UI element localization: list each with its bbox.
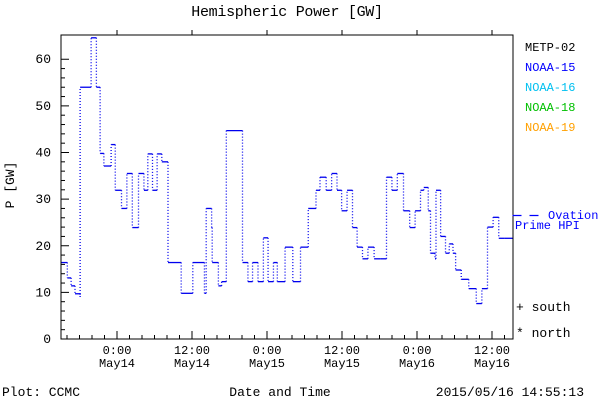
svg-text:May15: May15 xyxy=(324,357,360,371)
svg-text:* north: * north xyxy=(516,326,571,341)
svg-text:NOAA-15: NOAA-15 xyxy=(525,61,575,75)
svg-text:60: 60 xyxy=(35,52,51,67)
svg-text:0:00: 0:00 xyxy=(403,344,432,358)
svg-text:Prime HPI: Prime HPI xyxy=(515,219,580,233)
svg-text:May14: May14 xyxy=(99,357,135,371)
svg-text:P [GW]: P [GW] xyxy=(3,162,18,209)
svg-text:Date and Time: Date and Time xyxy=(229,385,330,400)
svg-text:May16: May16 xyxy=(474,357,510,371)
svg-text:+ south: + south xyxy=(516,300,571,315)
svg-text:NOAA-16: NOAA-16 xyxy=(525,81,575,95)
svg-text:10: 10 xyxy=(35,285,51,300)
svg-text:NOAA-19: NOAA-19 xyxy=(525,121,575,135)
svg-text:May15: May15 xyxy=(249,357,285,371)
svg-text:Plot: CCMC: Plot: CCMC xyxy=(2,385,80,400)
svg-text:12:00: 12:00 xyxy=(474,344,510,358)
svg-text:40: 40 xyxy=(35,146,51,161)
svg-text:0:00: 0:00 xyxy=(103,344,132,358)
svg-text:0:00: 0:00 xyxy=(253,344,282,358)
svg-text:2015/05/16 14:55:13: 2015/05/16 14:55:13 xyxy=(436,385,584,400)
svg-text:20: 20 xyxy=(35,239,51,254)
svg-text:METP-02: METP-02 xyxy=(525,41,575,55)
svg-text:May14: May14 xyxy=(174,357,210,371)
svg-text:NOAA-18: NOAA-18 xyxy=(525,101,575,115)
svg-text:12:00: 12:00 xyxy=(324,344,360,358)
svg-text:0: 0 xyxy=(43,332,51,347)
svg-text:50: 50 xyxy=(35,99,51,114)
svg-text:30: 30 xyxy=(35,192,51,207)
svg-text:May16: May16 xyxy=(399,357,435,371)
svg-text:12:00: 12:00 xyxy=(174,344,210,358)
